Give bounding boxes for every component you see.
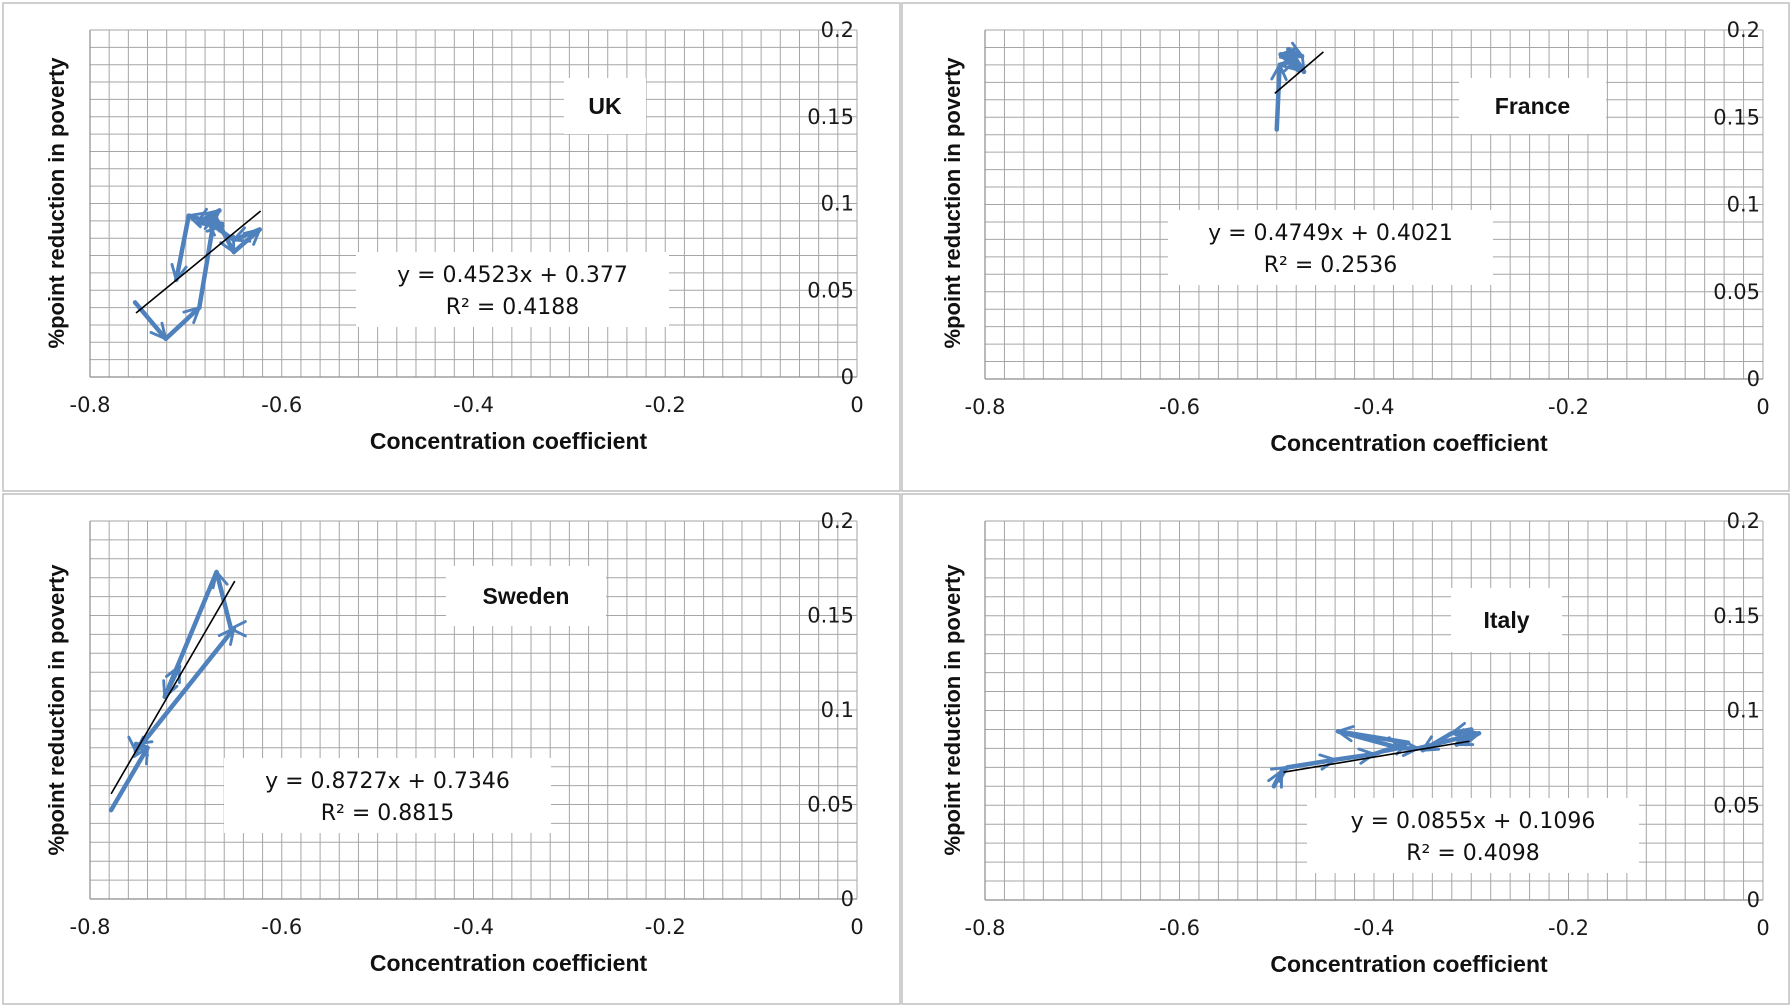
chart-panel-france: -0.8 -0.6 -0.4 -0.2 0 0 0.05 0.1 0.15 0.2 Concentr… [901, 2, 1790, 492]
trendline [1283, 740, 1470, 773]
r-squared: R² = 0.4098 [1406, 841, 1540, 866]
x-tick-label: -0.4 [1354, 916, 1395, 940]
data-series [132, 207, 262, 342]
country-label: Sweden [483, 583, 570, 609]
data-series [1267, 721, 1482, 789]
x-axis-title: Concentration coefficient [1270, 430, 1548, 456]
equation-box [1307, 798, 1639, 873]
x-tick-label: 0 [1756, 916, 1769, 940]
series-segment [1270, 62, 1288, 132]
series-segment [170, 213, 192, 283]
series-segment [1278, 52, 1301, 73]
chart-panel-uk: -0.8 -0.6 -0.4 -0.2 0 0 0.05 0.1 0.15 0.2 Concentr… [2, 2, 901, 492]
x-tick-label: -0.2 [645, 393, 686, 417]
x-tick-label: -0.2 [1548, 395, 1589, 419]
trendline [1274, 51, 1324, 94]
y-tick-label: 0.15 [1713, 105, 1760, 129]
y-axis-title: %point reduction in poverty [44, 564, 69, 856]
series-segment [162, 664, 182, 700]
x-tick-label: -0.6 [261, 393, 302, 417]
series-segment [108, 745, 150, 813]
r-squared: R² = 0.4188 [446, 295, 580, 320]
series-segment [231, 226, 262, 243]
trendline [110, 580, 236, 795]
trendline [135, 210, 262, 314]
y-tick-label: 0.15 [807, 604, 854, 628]
x-tick-label: 0 [1756, 395, 1769, 419]
y-tick-label: 0.2 [1727, 18, 1760, 42]
y-tick-label: 0 [841, 365, 854, 389]
country-label-box [446, 566, 606, 626]
equation-box [224, 758, 551, 833]
series-segment [1285, 753, 1338, 771]
x-tick-label: -0.8 [965, 916, 1006, 940]
y-tick-label: 0.2 [821, 18, 854, 42]
country-label: France [1495, 93, 1570, 119]
y-tick-label: 0 [1747, 367, 1760, 391]
y-tick-label: 0.1 [1727, 193, 1760, 217]
x-tick-label: 0 [850, 393, 863, 417]
country-label-box [1459, 78, 1606, 134]
y-tick-label: 0.1 [1727, 699, 1760, 723]
y-tick-label: 0.05 [1713, 280, 1760, 304]
y-tick-label: 0 [841, 887, 854, 911]
x-tick-label: -0.4 [1354, 395, 1395, 419]
series-segment [132, 300, 168, 342]
x-axis-title: Concentration coefficient [1270, 951, 1548, 977]
chart-panel-italy: -0.8 -0.6 -0.4 -0.2 0 0 0.05 0.1 0.15 0.2 Concentr… [901, 493, 1790, 1005]
x-tick-label: -0.4 [453, 915, 494, 939]
x-tick-label: -0.2 [1548, 916, 1589, 940]
y-tick-label: 0 [1747, 888, 1760, 912]
series-segment [1449, 721, 1474, 739]
y-axis-title: %point reduction in poverty [940, 57, 965, 349]
gridlines [984, 520, 1764, 901]
trendline-equation: y = 0.8727x + 0.7346 [265, 769, 510, 794]
x-tick-label: -0.6 [261, 915, 302, 939]
x-tick-label: -0.8 [70, 915, 111, 939]
y-tick-label: 0.15 [807, 105, 854, 129]
country-label: UK [588, 93, 622, 119]
y-tick-label: 0.1 [821, 192, 854, 216]
y-tick-label: 0.15 [1713, 604, 1760, 628]
country-label: Italy [1483, 607, 1529, 633]
panel-frame [2, 2, 901, 492]
series-segment [133, 626, 237, 754]
x-tick-label: 0 [850, 915, 863, 939]
y-axis-title: %point reduction in poverty [44, 57, 69, 349]
x-tick-label: -0.6 [1159, 395, 1200, 419]
country-label-box [564, 78, 646, 134]
x-axis-title: Concentration coefficient [370, 950, 648, 976]
x-axis-title: Concentration coefficient [370, 428, 648, 454]
x-tick-label: -0.8 [70, 393, 111, 417]
data-series [108, 569, 247, 813]
equation-box [356, 252, 669, 327]
x-tick-label: -0.2 [645, 915, 686, 939]
series-segment [163, 305, 202, 342]
y-tick-label: 0.05 [1713, 793, 1760, 817]
trendline-equation: y = 0.4523x + 0.377 [397, 263, 628, 288]
x-tick-label: -0.4 [453, 393, 494, 417]
trendline-equation: y = 0.4749x + 0.4021 [1208, 221, 1453, 246]
r-squared: R² = 0.8815 [321, 801, 455, 826]
country-label-box [1451, 588, 1562, 652]
equation-box [1168, 210, 1493, 285]
x-tick-label: -0.6 [1159, 916, 1200, 940]
trendline-equation: y = 0.0855x + 0.1096 [1351, 809, 1596, 834]
series-segment [1335, 729, 1404, 754]
y-tick-label: 0.2 [1727, 509, 1760, 533]
series-segment [186, 211, 225, 229]
chart-panel-sweden: -0.8 -0.6 -0.4 -0.2 0 0 0.05 0.1 0.15 0.2 Concentr… [2, 493, 901, 1005]
y-axis-title: %point reduction in poverty [940, 564, 965, 856]
y-tick-label: 0.2 [821, 509, 854, 533]
gridlines [984, 29, 1764, 380]
y-tick-label: 0.05 [807, 793, 854, 817]
data-series [1270, 41, 1307, 132]
x-tick-label: -0.8 [965, 395, 1006, 419]
panel-frame [901, 493, 1790, 1005]
y-tick-label: 0.1 [821, 698, 854, 722]
series-segment [1332, 747, 1377, 765]
r-squared: R² = 0.2536 [1264, 253, 1398, 278]
y-tick-label: 0.05 [807, 278, 854, 302]
